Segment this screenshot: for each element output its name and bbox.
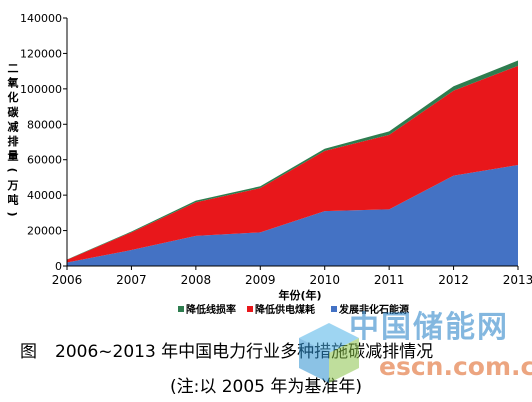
legend-label: 发展非化石能源 [338,303,409,316]
y-tick-label: 0 [55,260,62,273]
plot-areas [67,60,518,266]
y-axis-title-char: 万 [7,179,19,192]
y-tick-label: 60000 [27,154,62,167]
legend-swatch [247,306,253,312]
y-tick-label: 20000 [27,225,62,238]
y-axis-title-char: 二 [8,62,19,75]
y-tick-label: 140000 [20,12,62,25]
legend-swatch [331,306,337,312]
watermark-url: escn.com.cn [379,352,532,381]
y-tick-label: 120000 [20,47,62,60]
y-tick-label: 80000 [27,118,62,131]
caption-note: (注:以 2005 年为基准年) [169,377,363,397]
x-tick-label: 2013 [503,273,532,287]
watermark-logo-icon [299,323,359,383]
x-tick-label: 2007 [116,273,147,287]
y-axis-title-char: 吨 [8,192,19,206]
axes [66,18,518,267]
x-tick-label: 2012 [438,273,469,287]
x-ticks: 2006 2007 2008 2009 2010 2011 2012 2013 [52,266,532,287]
x-tick-label: 2008 [181,273,212,287]
y-axis-title-char: 氧 [7,76,19,90]
y-axis-title-char: ( [6,168,19,173]
legend: 降低线损率 降低供电煤耗 发展非化石能源 [178,303,409,316]
legend-swatch [178,306,184,312]
area-1 [67,65,518,263]
area-2 [67,60,518,260]
y-tick-label: 100000 [20,83,62,96]
y-axis-title-char: 量 [8,150,19,163]
watermark-title: 中国储能网 [349,310,509,345]
x-tick-label: 2006 [52,273,83,287]
legend-label: 降低供电煤耗 [255,303,315,316]
legend-label: 降低线损率 [186,303,236,316]
watermark: 中国储能网 escn.com.cn [289,300,532,400]
x-tick-label: 2009 [245,273,276,287]
area-0 [67,165,518,266]
x-tick-label: 2011 [374,273,405,287]
y-ticks: 0 20000 40000 60000 80000 100000 120000 140000 [20,12,67,273]
y-axis-title-char: 减 [8,119,19,133]
y-axis-title-char: ) [6,211,19,216]
x-axis-title: 年份(年) [278,288,321,302]
figure-label: 图 [20,342,37,362]
y-axis-title-char: 化 [8,90,19,104]
y-axis-title-char: 排 [8,134,19,148]
y-tick-label: 40000 [27,189,62,202]
x-tick-label: 2010 [309,273,340,287]
y-axis-title-char: 碳 [8,105,20,119]
